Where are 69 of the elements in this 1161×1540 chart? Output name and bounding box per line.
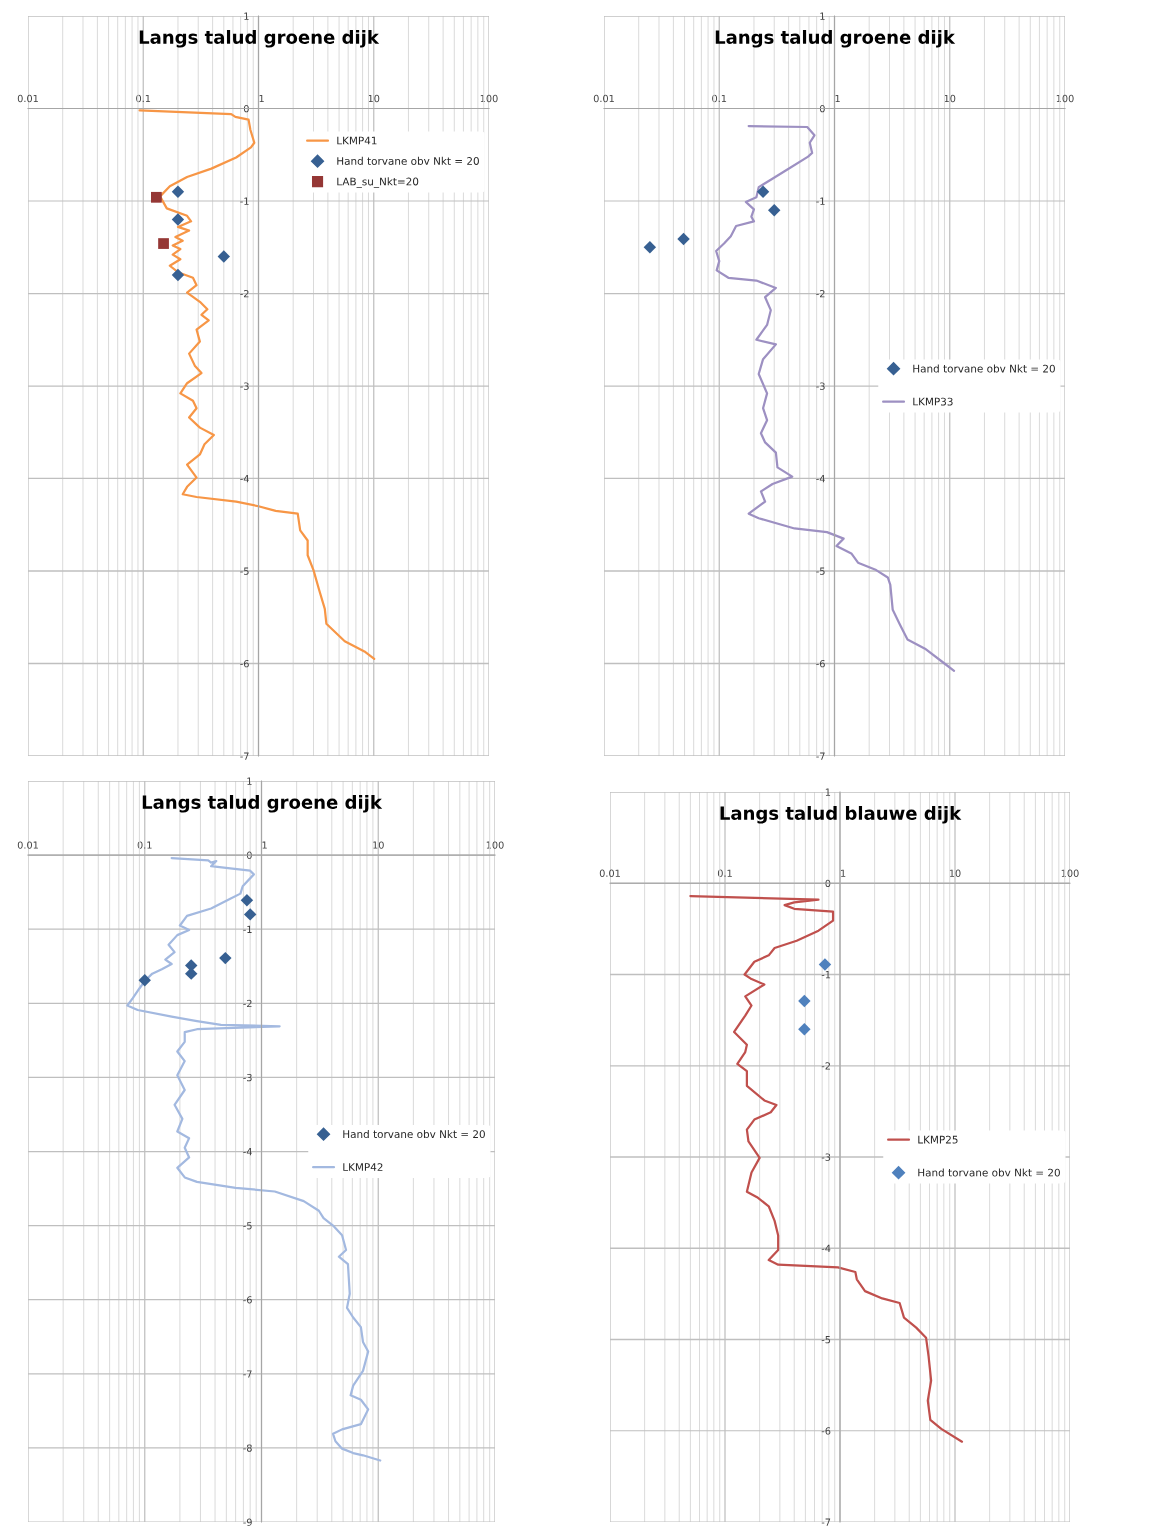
text: Langs talud groene dijk — [139, 30, 380, 48]
y-tick-label: -5 — [243, 1222, 252, 1230]
y-tick-label: 1 — [244, 12, 249, 20]
x-tick-label: 0.1 — [717, 869, 732, 877]
y-tick-label: -4 — [240, 475, 249, 483]
y-tick-label: -7 — [816, 752, 825, 760]
y-tick-label: -2 — [243, 999, 252, 1007]
x-tick-label: 1 — [835, 94, 840, 102]
x-tick-label: 0.1 — [137, 841, 152, 849]
legend-label: LKMP33 — [913, 397, 953, 406]
y-tick-label: -6 — [821, 1427, 831, 1435]
x-tick-label: 0.01 — [17, 94, 38, 103]
x-tick-label: 10 — [949, 869, 961, 877]
y-tick-label: -2 — [240, 289, 249, 298]
x-tick-label: 10 — [944, 94, 956, 103]
legend-label: LKMP25 — [918, 1135, 958, 1144]
y-tick-label: -7 — [243, 1370, 252, 1378]
x-tick-label: 0.01 — [593, 94, 614, 103]
x-tick-label: 0.1 — [712, 94, 727, 103]
y-tick-label: -9 — [243, 1518, 252, 1526]
y-tick-label: -4 — [243, 1148, 252, 1156]
y-tick-label: -1 — [243, 925, 252, 933]
y-tick-label: -6 — [816, 659, 825, 668]
y-tick-label: 0 — [825, 879, 831, 888]
x-tick-label: 100 — [1056, 94, 1074, 103]
x-tick-label: 1 — [841, 869, 846, 877]
y-tick-label: -3 — [816, 382, 825, 390]
y-tick-label: -8 — [243, 1444, 252, 1452]
y-tick-label: 0 — [246, 851, 252, 859]
y-tick-label: -3 — [243, 1073, 252, 1082]
y-tick-label: -1 — [816, 197, 825, 205]
y-tick-label: 1 — [825, 788, 831, 796]
legend-label: LAB_su_Nkt=20 — [337, 177, 419, 188]
y-tick-label: -2 — [816, 289, 825, 298]
y-tick-label: -7 — [240, 752, 249, 760]
y-tick-label: -7 — [821, 1518, 831, 1526]
legend-label: Hand torvane obv Nkt = 20 — [918, 1168, 1060, 1177]
x-tick-label: 100 — [486, 841, 504, 849]
y-tick-label: -5 — [240, 567, 249, 575]
y-tick-label: -5 — [821, 1336, 831, 1344]
legend-label: LKMP41 — [337, 136, 377, 145]
x-tick-label: 1 — [262, 841, 267, 849]
y-tick-label: -2 — [821, 1062, 830, 1070]
y-tick-label: 1 — [820, 12, 825, 20]
y-tick-label: 1 — [247, 777, 252, 785]
legend-label: Hand torvane obv Nkt = 20 — [913, 364, 1055, 373]
legend-label: Hand torvane obv Nkt = 20 — [343, 1129, 485, 1139]
y-tick-label: -3 — [240, 382, 249, 390]
text: Langs talud blauwe dijk — [720, 806, 962, 824]
x-tick-label: 10 — [373, 841, 384, 849]
text: Langs talud groene dijk — [142, 795, 383, 813]
legend-label: LKMP42 — [343, 1163, 383, 1171]
x-tick-label: 0.1 — [136, 94, 151, 103]
x-tick-label: 10 — [368, 94, 380, 103]
y-tick-label: -6 — [243, 1296, 252, 1304]
text: Langs talud groene dijk — [715, 30, 956, 48]
x-tick-label: 0.01 — [599, 869, 620, 877]
y-tick-label: -4 — [821, 1244, 831, 1252]
y-tick-label: -3 — [821, 1153, 831, 1161]
y-tick-label: -6 — [240, 659, 249, 668]
y-tick-label: -5 — [816, 567, 825, 575]
x-tick-label: 100 — [1061, 869, 1079, 877]
y-tick-label: -1 — [240, 197, 249, 205]
x-tick-label: 0.01 — [17, 841, 38, 849]
x-tick-label: 100 — [480, 94, 498, 103]
y-tick-label: -1 — [821, 971, 831, 979]
legend-label: Hand torvane obv Nkt = 20 — [337, 156, 479, 165]
y-tick-label: -4 — [816, 475, 825, 483]
x-tick-label: 1 — [259, 94, 264, 102]
